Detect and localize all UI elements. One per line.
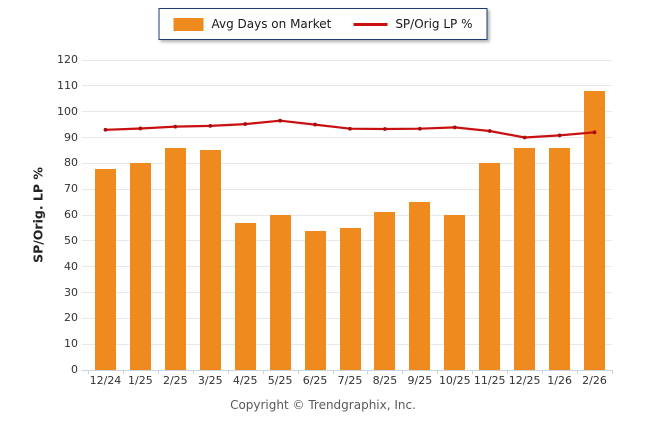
x-tick-label: 1/25 bbox=[128, 374, 153, 387]
x-tick-label: 1/26 bbox=[547, 374, 572, 387]
x-axis-tick bbox=[332, 370, 334, 374]
gridline bbox=[82, 111, 612, 113]
y-tick-label: 90 bbox=[64, 130, 78, 144]
bar-2/25 bbox=[164, 147, 186, 370]
line-series-swatch-icon bbox=[353, 22, 388, 26]
bar-4/25 bbox=[234, 222, 256, 370]
line-marker bbox=[348, 126, 352, 131]
x-tick-label: 6/25 bbox=[302, 374, 328, 387]
bar-7/25 bbox=[339, 227, 361, 370]
x-axis-tick bbox=[577, 370, 579, 374]
bar-11/25 bbox=[479, 163, 501, 370]
x-axis-line bbox=[82, 369, 612, 371]
line-marker bbox=[103, 127, 108, 132]
line-legend-label: SP/Orig LP % bbox=[395, 17, 473, 31]
y-tick-label: 60 bbox=[64, 208, 78, 221]
x-tick-label: 7/25 bbox=[337, 374, 363, 387]
x-axis-tick bbox=[367, 370, 369, 374]
line-marker bbox=[417, 126, 422, 131]
x-tick-label: 12/24 bbox=[89, 374, 122, 387]
x-tick-label: 10/25 bbox=[438, 374, 471, 387]
y-tick-label: 110 bbox=[57, 78, 78, 92]
line-marker bbox=[173, 124, 178, 129]
bar-9/25 bbox=[409, 202, 431, 370]
gridline bbox=[82, 59, 612, 61]
x-axis-tick bbox=[612, 370, 613, 374]
x-axis-tick bbox=[122, 370, 124, 374]
bar-2/26 bbox=[584, 91, 606, 370]
y-tick-label: 10 bbox=[64, 337, 78, 351]
bar-8/25 bbox=[374, 212, 396, 370]
bar-1/26 bbox=[549, 147, 571, 370]
y-tick-label: 20 bbox=[64, 311, 78, 325]
bar-series-swatch-icon bbox=[173, 17, 204, 31]
line-marker bbox=[278, 118, 283, 123]
line-marker bbox=[557, 133, 562, 138]
x-tick-label: 11/25 bbox=[473, 374, 506, 387]
x-axis-tick bbox=[472, 370, 474, 374]
line-marker bbox=[522, 135, 527, 140]
gridline bbox=[82, 214, 612, 216]
line-marker bbox=[243, 122, 248, 126]
bar-12/25 bbox=[514, 147, 536, 370]
x-axis-tick bbox=[507, 370, 509, 374]
line-marker bbox=[487, 129, 492, 133]
bar-legend-label: Avg Days on Market bbox=[211, 17, 332, 31]
legend: Avg Days on Market SP/Orig LP % bbox=[158, 8, 488, 40]
y-axis-labels: 0 10 20 30 40 50 60 70 80 90 100 110 120 bbox=[0, 53, 78, 376]
x-tick-label: 9/25 bbox=[407, 374, 433, 387]
bar-5/25 bbox=[269, 215, 291, 370]
gridline bbox=[82, 85, 612, 87]
line-marker bbox=[138, 126, 143, 131]
y-tick-label: 120 bbox=[57, 53, 78, 66]
plot-area bbox=[82, 59, 613, 374]
x-axis-tick bbox=[192, 370, 194, 374]
y-tick-label: 100 bbox=[57, 104, 78, 118]
x-axis-tick bbox=[157, 370, 159, 374]
gridline bbox=[82, 137, 612, 138]
line-marker bbox=[208, 123, 213, 128]
x-axis-tick bbox=[402, 370, 404, 374]
x-tick-label: 2/26 bbox=[582, 374, 607, 387]
bar-1/25 bbox=[129, 163, 151, 370]
x-tick-label: 12/25 bbox=[508, 374, 541, 387]
x-axis-tick bbox=[88, 370, 89, 374]
x-axis-tick bbox=[297, 370, 299, 374]
x-tick-label: 8/25 bbox=[372, 374, 398, 387]
y-tick-label: 50 bbox=[64, 233, 78, 247]
y-tick-label: 30 bbox=[64, 285, 78, 299]
y-tick-label: 70 bbox=[64, 182, 78, 196]
gridline bbox=[82, 162, 612, 164]
bar-12/24 bbox=[94, 168, 116, 370]
x-axis-tick bbox=[262, 370, 264, 374]
x-tick-label: 3/25 bbox=[197, 374, 223, 387]
x-tick-label: 2/25 bbox=[162, 374, 188, 387]
x-tick-label: 5/25 bbox=[267, 374, 293, 387]
bar-10/25 bbox=[444, 215, 466, 370]
x-axis-tick bbox=[542, 370, 544, 374]
line-marker bbox=[592, 130, 597, 135]
y-tick-label: 40 bbox=[64, 259, 78, 273]
line-marker bbox=[383, 127, 387, 131]
x-tick-label: 4/25 bbox=[232, 374, 258, 387]
line-marker bbox=[313, 122, 317, 127]
line-series bbox=[103, 118, 597, 140]
gridline bbox=[82, 188, 612, 190]
y-tick-label: 0 bbox=[71, 363, 78, 376]
copyright-text: Copyright © Trendgraphix, Inc. bbox=[230, 398, 416, 412]
x-axis-labels: 12/24 1/25 2/25 3/25 4/25 5/25 6/25 7/25 8/25 9/2… bbox=[88, 374, 612, 390]
y-tick-label: 80 bbox=[64, 156, 78, 170]
bar-3/25 bbox=[199, 150, 221, 370]
x-axis-tick bbox=[437, 370, 439, 374]
bar-6/25 bbox=[304, 230, 326, 370]
x-axis-tick bbox=[227, 370, 229, 374]
line-marker bbox=[452, 125, 457, 130]
